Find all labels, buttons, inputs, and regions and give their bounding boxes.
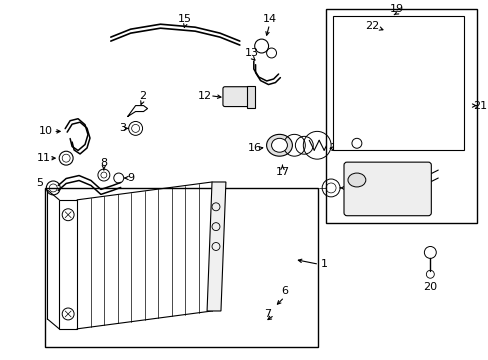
Bar [246,86,254,108]
FancyBboxPatch shape [343,162,430,216]
Text: 1: 1 [320,259,327,269]
Text: 3: 3 [119,123,126,134]
Text: 18: 18 [329,143,344,153]
Text: 15: 15 [178,14,192,24]
Text: 21: 21 [472,100,486,111]
Text: 17: 17 [275,167,289,177]
Text: 12: 12 [198,91,212,101]
Bar [45,188,318,347]
Ellipse shape [271,138,287,152]
Text: 7: 7 [264,309,271,319]
Text: 2: 2 [139,91,146,101]
Text: 20: 20 [423,282,436,292]
Text: 4: 4 [343,183,350,193]
Text: 10: 10 [39,126,53,136]
Text: 11: 11 [36,153,50,163]
Bar [332,16,463,150]
Polygon shape [206,182,225,311]
Text: 5: 5 [36,178,43,188]
Bar [59,200,77,329]
Ellipse shape [347,173,365,187]
Text: 8: 8 [100,158,107,168]
FancyBboxPatch shape [223,87,248,107]
Text: 19: 19 [389,4,403,14]
Ellipse shape [266,134,292,156]
Text: 6: 6 [281,286,287,296]
Text: 14: 14 [262,14,276,24]
Bar [325,9,476,223]
Text: 16: 16 [247,143,261,153]
Text: 9: 9 [127,173,134,183]
Text: 22: 22 [364,21,378,31]
Text: 13: 13 [244,48,258,58]
